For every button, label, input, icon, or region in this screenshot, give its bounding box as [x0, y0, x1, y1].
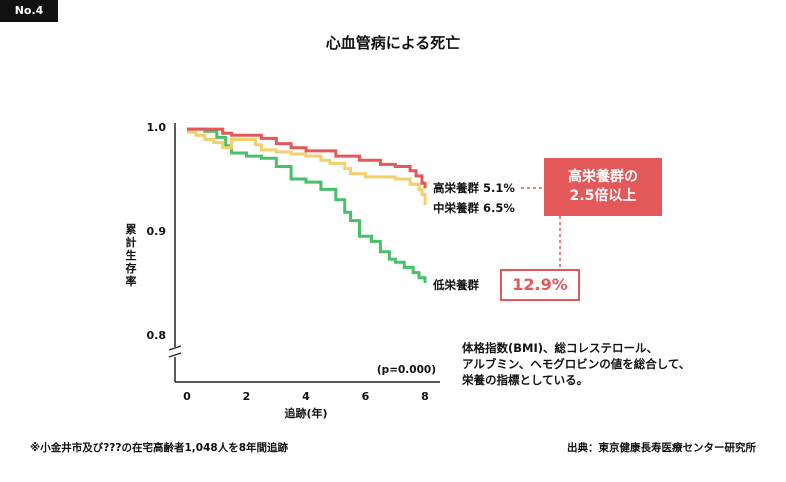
chart-title: 心血管病による死亡 [325, 34, 461, 52]
y-tick-label: 1.0 [147, 121, 167, 134]
series-line-low [187, 127, 427, 283]
series-line-middle [187, 130, 427, 205]
callout-high-risk: 高栄養群の 2.5倍以上 [544, 158, 662, 216]
chart-axes: 0.8 0.9 1.0 0 2 4 6 8 追跡(年) 累計生存率 (p=0.000) [126, 121, 440, 420]
p-value-annotation: (p=0.000) [377, 364, 436, 376]
chart-series [187, 127, 427, 283]
y-tick-label: 0.9 [147, 225, 167, 238]
callout-high-line1: 高栄養群の [568, 169, 638, 185]
series-label-low: 低栄養群 [432, 278, 479, 292]
note-line: 体格指数(BMI)、総コレステロール、 [462, 341, 658, 355]
x-tick-label: 4 [302, 390, 310, 403]
series-line-high [187, 127, 427, 189]
chart-labels: 高栄養群 5.1% 中栄養群 6.5% 低栄養群 [432, 181, 515, 292]
axis-break-mark [168, 345, 182, 351]
y-tick-label: 0.8 [147, 329, 167, 342]
x-tick-label: 2 [243, 390, 251, 403]
x-tick-label: 0 [183, 390, 191, 403]
footnote-subjects: ※小金井市及び???の在宅高齢者1,048人を8年間追跡 [30, 442, 288, 454]
x-tick-label: 8 [421, 390, 429, 403]
y-axis-label: 累計生存率 [126, 223, 137, 288]
footnote-source: 出典：東京健康長寿医療センター研究所 [567, 442, 756, 454]
x-tick-label: 6 [362, 390, 370, 403]
note-line: 栄養の指標としている。 [462, 373, 589, 387]
series-label-high: 高栄養群 5.1% [433, 181, 515, 195]
bmi-note: 体格指数(BMI)、総コレステロール、 アルブミン、ヘモグロビンの値を総合して、… [462, 340, 702, 388]
callout-low-rate: 12.9% [500, 269, 580, 301]
axis-break-mark [168, 352, 182, 358]
callout-connectors [521, 187, 561, 269]
callout-high-line2: 2.5倍以上 [569, 188, 637, 204]
series-label-middle: 中栄養群 6.5% [433, 201, 515, 215]
note-line: アルブミン、ヘモグロビンの値を総合して、 [462, 357, 691, 371]
x-axis-label: 追跡(年) [284, 406, 327, 420]
figure-number-badge: No.4 [0, 0, 58, 22]
